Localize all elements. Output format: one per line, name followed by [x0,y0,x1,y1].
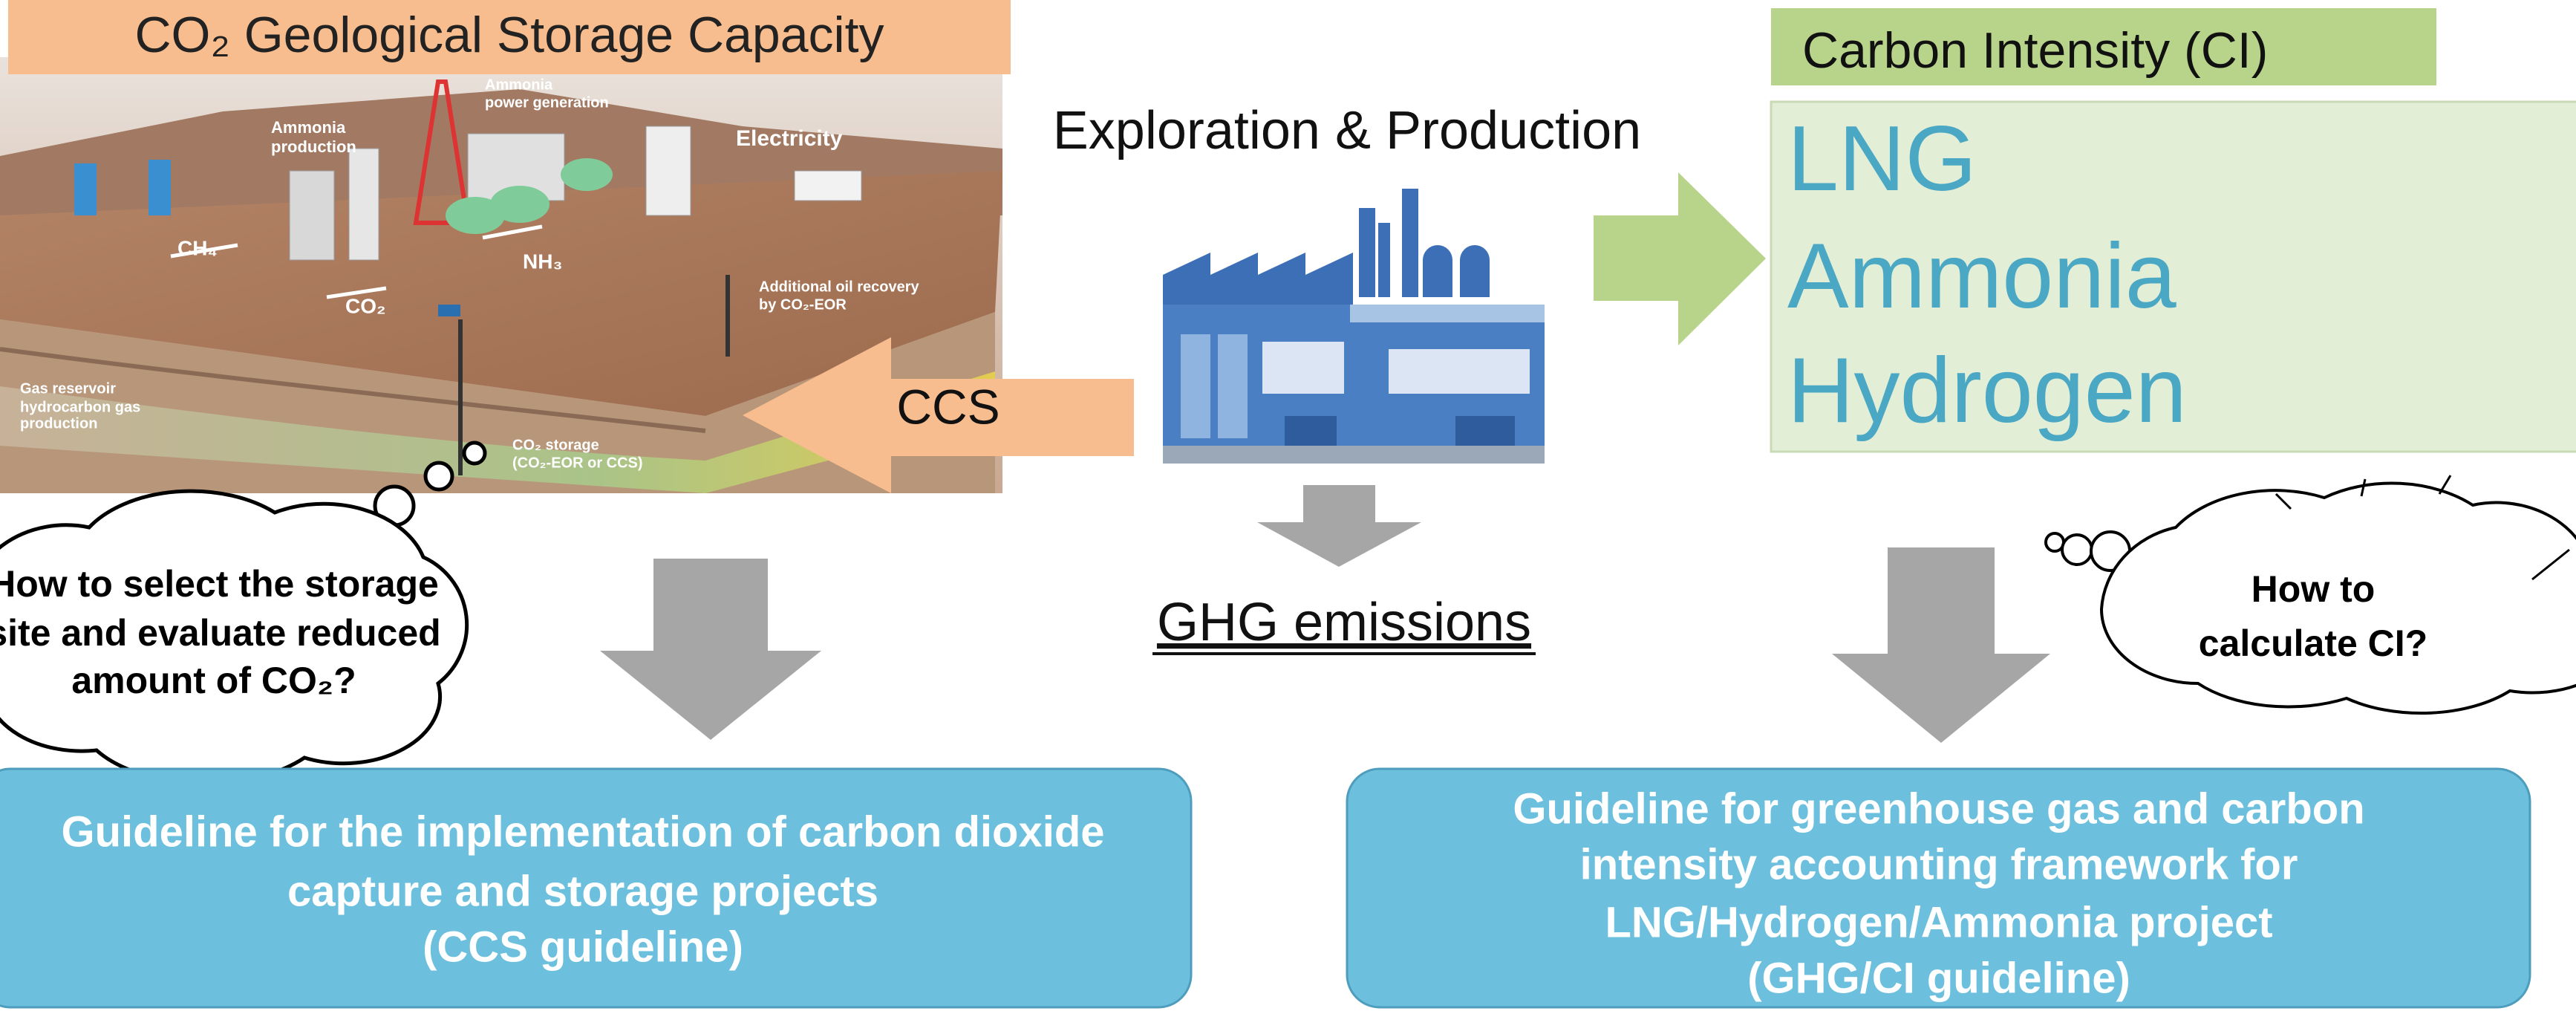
guideline-line: (CCS guideline) [423,923,743,971]
panel-title: CO₂ Geological Storage Capacity [134,7,884,63]
guideline-line: capture and storage projects [287,867,878,915]
title-box [8,0,1011,74]
illustration-label: by CO₂-EOR [759,296,847,313]
question-line: How to [2251,568,2376,610]
question-line: amount of CO₂? [71,660,356,701]
question-line: How to select the storage [0,563,439,605]
down-arrow [1257,485,1421,567]
guideline-box [0,767,1193,1009]
arrow-label: CCS [896,379,1000,434]
product: Hydrogen [1787,339,2187,442]
guideline-line: Guideline for the implementation of carb… [62,807,1105,856]
guideline-line: intensity accounting framework for [1580,840,2298,888]
question-line: site and evaluate reduced [0,612,441,654]
illustration-label: Ammonia [271,118,346,137]
guideline-line: Guideline for greenhouse gas and carbon [1513,784,2364,833]
illustration-label: CH₄ [177,236,218,259]
illustration-label: CO₂ [345,294,385,317]
illustration-label: production [20,415,97,432]
thought-bubbles [0,441,487,785]
down-arrow [600,559,821,740]
factory-icon [1163,189,1545,464]
question-line: calculate CI? [2199,622,2427,664]
illustration-label: Electricity [736,126,843,151]
illustration-label: (CO₂-EOR or CCS) [512,455,643,471]
products-box [1770,100,2576,453]
guideline-line: LNG/Hydrogen/Ammonia project [1605,898,2272,946]
illustration-label: CO₂ storage [512,437,599,453]
illustration-label: Ammonia [485,77,553,93]
down-arrow [1832,547,2050,743]
illustration-label: Gas reservoir [20,380,116,397]
thought-bubbles [2044,481,2576,715]
illustration-label: power generation [485,94,609,111]
guideline-box [1346,767,2531,1009]
ci-title-box [1771,8,2436,85]
emissions-label: GHG emissions [1157,593,1531,652]
illustration [0,57,1002,493]
illustration-label: NH₃ [523,250,562,273]
illustration-label: Additional oil recovery [759,279,919,295]
ci-title: Carbon Intensity (CI) [1802,22,2268,79]
emphasis-marks [2275,475,2570,581]
guideline-line: (GHG/CI guideline) [1747,954,2130,1002]
ccs-arrow [743,337,1134,493]
right-arrow [1594,172,1766,345]
product: LNG [1787,108,1977,210]
product: Ammonia [1787,225,2176,328]
illustration-label: hydrocarbon gas [20,399,140,415]
illustration-label: production [271,137,356,156]
center-title: Exploration & Production [1053,101,1641,160]
